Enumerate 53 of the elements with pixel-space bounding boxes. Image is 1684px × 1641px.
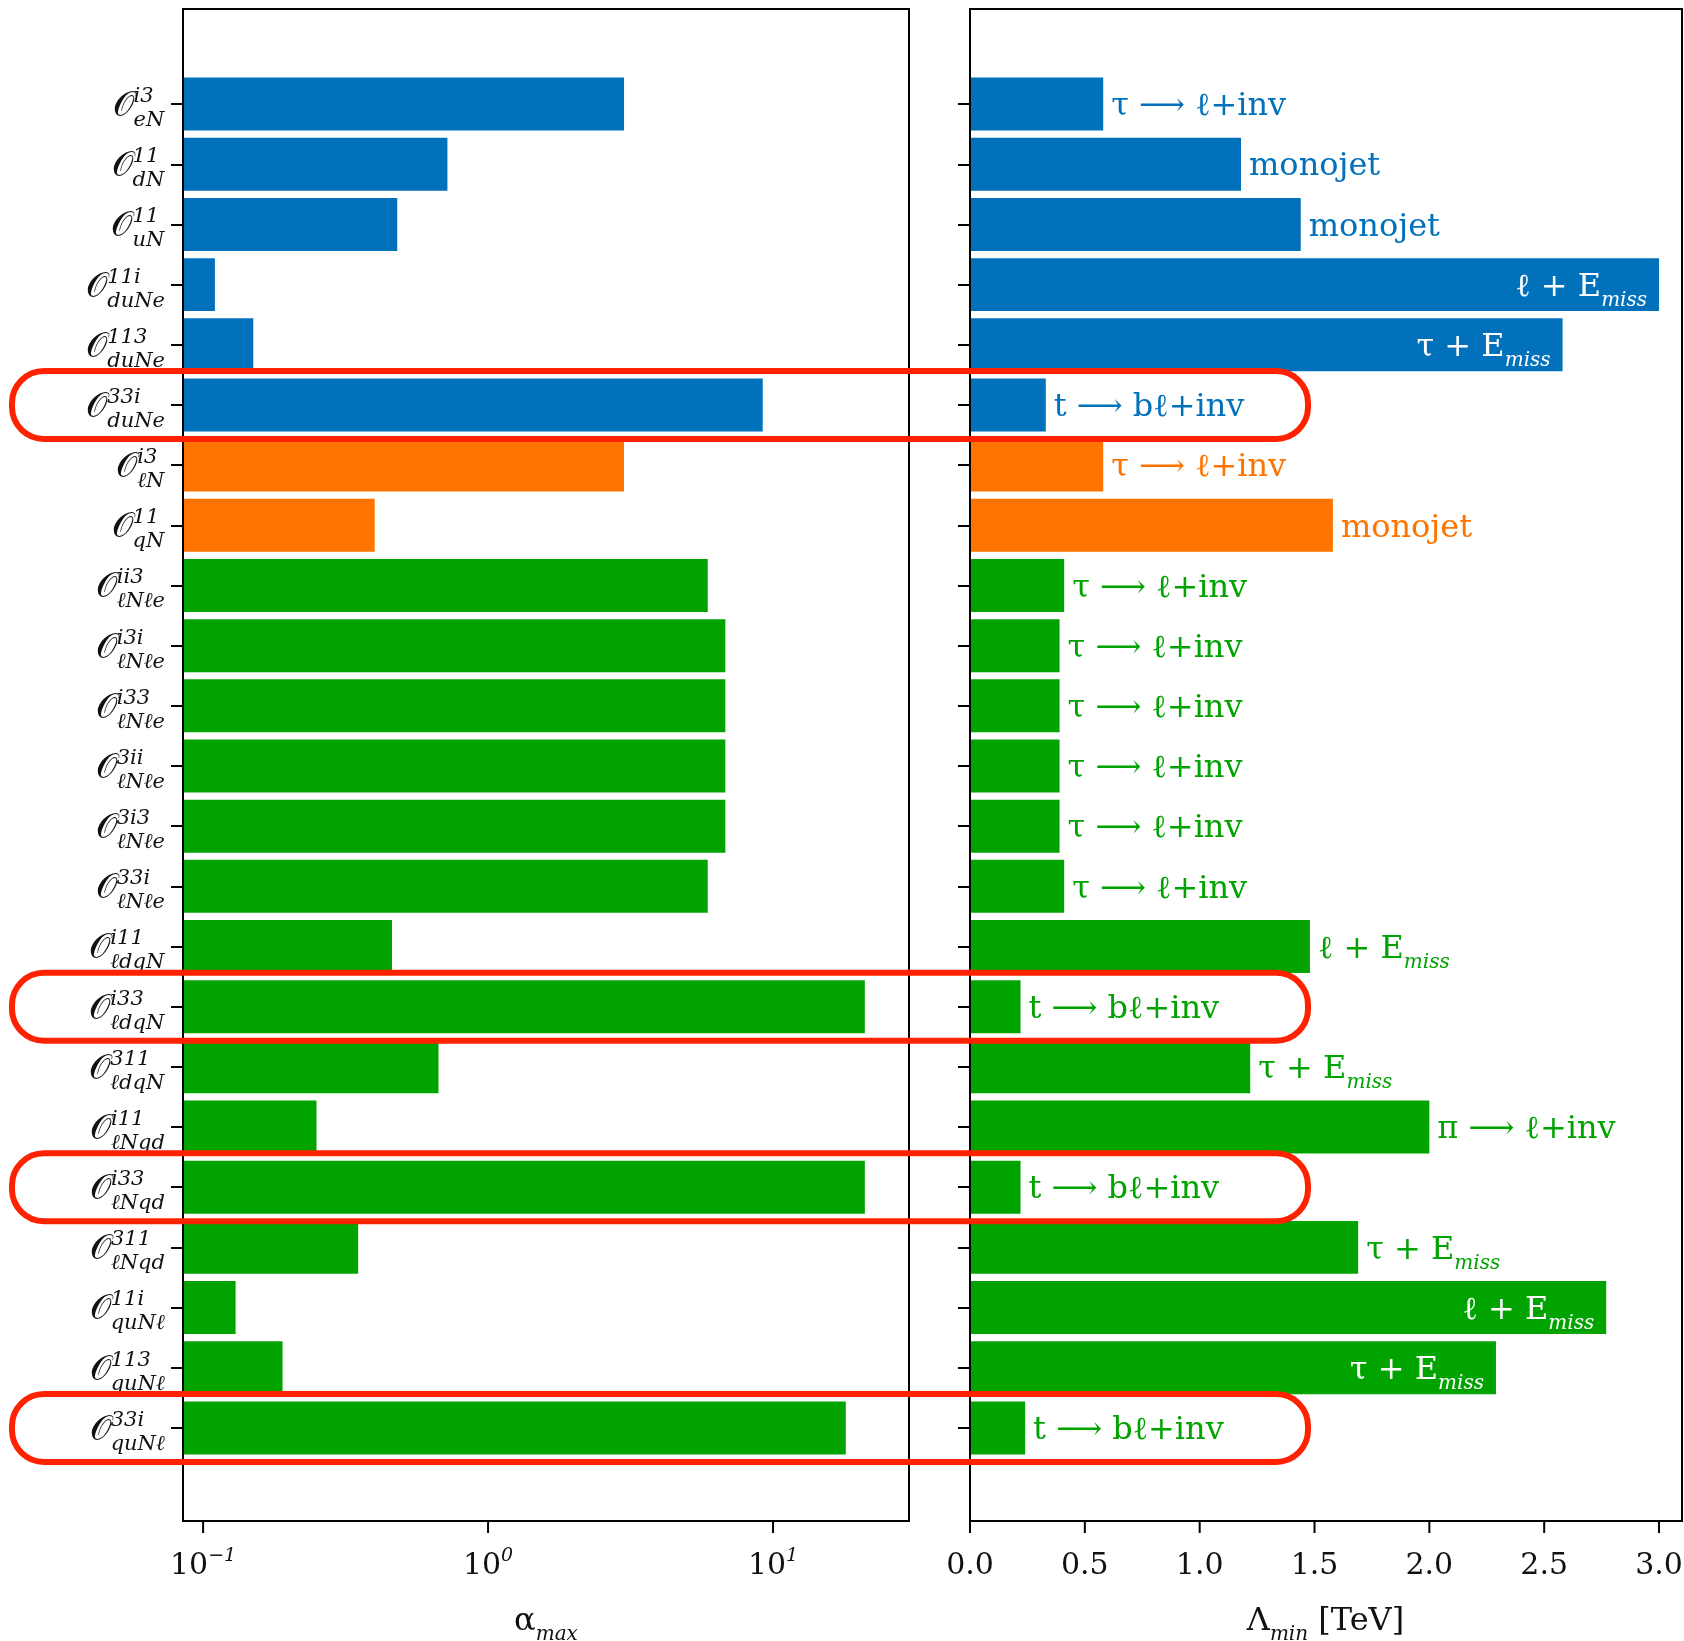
bar [970, 679, 1060, 733]
annotation: t ⟶ bℓ+inv [1053, 386, 1245, 425]
annotation: τ + E$_{miss}$ [1258, 1048, 1393, 1094]
annotation: ℓ + E$_{miss}$ [1317, 927, 1450, 973]
bar [970, 378, 1046, 432]
x-tick-label: 0.0 [946, 1545, 994, 1581]
bar [970, 1401, 1026, 1455]
bar [970, 980, 1021, 1034]
annotation: τ ⟶ ℓ+inv [1111, 446, 1287, 485]
annotation: monojet [1340, 506, 1473, 545]
bar [970, 1160, 1021, 1214]
annotation: monojet [1308, 205, 1441, 244]
x-axis-title: α$_{max}$ [514, 1600, 578, 1641]
x-axis-title: Λ$_{min}$ [TeV] [1245, 1600, 1405, 1641]
annotation: monojet [1249, 145, 1381, 184]
annotation: t ⟶ bℓ+inv [1028, 1168, 1220, 1207]
bar [970, 559, 1065, 612]
bar [970, 137, 1242, 191]
annotation: τ ⟶ ℓ+inv [1067, 687, 1243, 726]
annotation: τ ⟶ ℓ+inv [1111, 85, 1287, 124]
x-tick-label: 10$^{−1}$ [170, 1542, 237, 1581]
x-tick-label: 10$^{0}$ [462, 1542, 514, 1581]
bar [970, 799, 1060, 853]
x-tick-label: 3.0 [1635, 1545, 1683, 1581]
bar [970, 859, 1065, 913]
annotation: τ + E$_{miss}$ [1349, 1348, 1484, 1394]
x-tick-label: 0.5 [1060, 1545, 1109, 1581]
annotation: τ ⟶ ℓ+inv [1072, 566, 1248, 605]
bar [970, 498, 1333, 552]
x-tick-label: 2.0 [1405, 1545, 1454, 1581]
annotation: τ ⟶ ℓ+inv [1067, 747, 1243, 786]
bar [970, 197, 1301, 251]
bar [970, 1281, 1607, 1335]
annotation: τ + E$_{miss}$ [1366, 1228, 1501, 1274]
bar [970, 77, 1104, 131]
annotation: ℓ + E$_{miss}$ [1515, 265, 1648, 311]
annotation: τ ⟶ ℓ+inv [1067, 807, 1243, 846]
annotation: ℓ + E$_{miss}$ [1462, 1288, 1595, 1334]
x-tick-label: 1.5 [1290, 1545, 1339, 1581]
bar [970, 619, 1060, 673]
bar [970, 739, 1060, 793]
annotation: t ⟶ bℓ+inv [1033, 1409, 1224, 1448]
annotation: τ ⟶ ℓ+inv [1072, 867, 1248, 906]
bar [970, 920, 1310, 973]
annotation: t ⟶ bℓ+inv [1028, 987, 1220, 1026]
bar [970, 1220, 1359, 1274]
annotation: τ ⟶ ℓ+inv [1067, 626, 1243, 665]
bar [970, 258, 1660, 312]
annotation: π ⟶ ℓ+inv [1437, 1108, 1616, 1147]
annotation: τ + E$_{miss}$ [1416, 325, 1551, 371]
x-tick-label: 10$^{1}$ [747, 1542, 799, 1581]
x-tick-label: 2.5 [1520, 1545, 1569, 1581]
x-tick-label: 1.0 [1175, 1545, 1224, 1581]
